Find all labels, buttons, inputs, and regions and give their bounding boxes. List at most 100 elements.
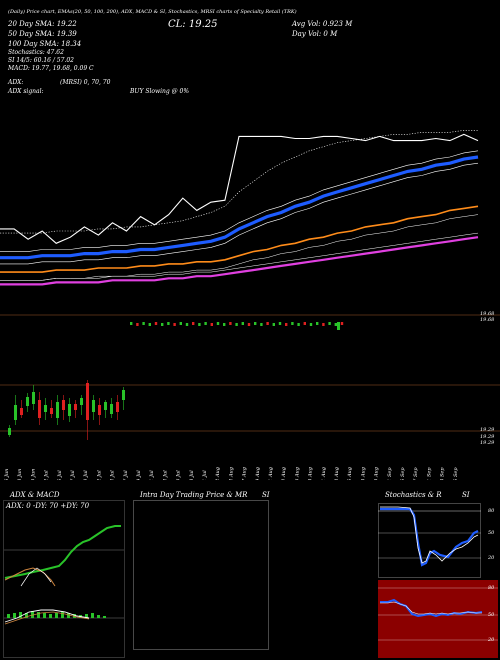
mrsi-dot xyxy=(204,322,207,325)
chart-header: (Daily) Price chart, EMAs(20, 50, 100, 2… xyxy=(8,9,297,15)
macd-histogram-bar xyxy=(97,615,100,618)
candle-body xyxy=(32,392,35,404)
date-label: 07 Jul xyxy=(70,470,76,480)
date-label: 30 Jun xyxy=(30,469,36,480)
adx-macd-panel xyxy=(3,500,125,658)
ma100-label: 100 Day SMA: 18.34 xyxy=(8,40,82,48)
candle-body xyxy=(80,398,83,405)
date-label: 04 Aug xyxy=(228,467,234,480)
mrsi-tick-80: 80 xyxy=(488,585,495,591)
date-label: 31 Jul xyxy=(202,470,208,480)
stoch-tick-20: 20 xyxy=(488,555,495,561)
price-line xyxy=(0,133,479,244)
mrsi-dot xyxy=(309,323,313,326)
ema200-upper-band xyxy=(0,232,479,281)
date-label: 14 Jul xyxy=(110,470,116,480)
mrsi-tick-20: 20 xyxy=(488,637,495,643)
mrsi-dot xyxy=(179,322,182,325)
candle-body xyxy=(20,408,23,415)
macd-histogram-bar xyxy=(61,612,64,618)
avg-volume-label: Avg Vol: 0.923 M xyxy=(292,20,353,28)
macd-histogram-bar xyxy=(91,613,94,618)
stoch-tick-50: 50 xyxy=(488,530,495,536)
mrsi-dot-tall xyxy=(337,322,340,330)
macd-histogram-bar xyxy=(67,613,70,618)
macd-histogram-bar xyxy=(7,614,10,618)
mrsi-dot xyxy=(260,323,263,326)
macd-signal-line xyxy=(4,611,90,625)
mrsi-dot xyxy=(161,323,164,326)
date-label: 07 Sep xyxy=(413,467,419,480)
mrsi-dot xyxy=(229,322,232,325)
date-label: 11 Aug xyxy=(268,467,274,480)
stoch-d-line xyxy=(380,506,479,564)
macd-histogram-bar xyxy=(31,611,34,618)
intraday-title: Intra Day Trading Price & MR xyxy=(140,491,248,499)
candle-body xyxy=(68,404,71,416)
date-label: 13 Sep xyxy=(440,467,446,480)
candle-body xyxy=(104,402,107,410)
date-label: 11 Sep xyxy=(426,467,432,480)
axis-label-top: 19.68 xyxy=(480,311,495,317)
stoch-si-title: SI xyxy=(462,491,470,499)
mrsi-dot xyxy=(223,323,226,326)
date-label: 05 Jul xyxy=(57,470,63,480)
mrsi-dot xyxy=(216,322,220,325)
adx-values: ADX: 0 -DY: 70 +DY: 70 xyxy=(6,502,90,510)
date-label: 26 Jun xyxy=(4,469,10,480)
intraday-panel xyxy=(133,500,269,650)
mrsi-dot xyxy=(136,323,139,326)
mrsi-dot xyxy=(316,322,319,325)
macd-histogram-bar xyxy=(55,613,58,618)
mrsi-dot xyxy=(192,322,195,325)
mrsi-dot xyxy=(148,323,151,326)
mrsi-dot xyxy=(285,323,288,326)
date-label: 28 Jul xyxy=(189,470,195,480)
mrsi-dot xyxy=(247,323,251,326)
mrsi-dot xyxy=(297,323,300,326)
mrsi-dot xyxy=(340,322,344,325)
mrsi-line xyxy=(380,598,483,618)
mrsi-dot xyxy=(185,323,189,326)
date-label: 18 Aug xyxy=(308,467,314,480)
stochastics-panel xyxy=(378,503,498,578)
mrsi-dot xyxy=(235,323,238,326)
date-label: 12 Jul xyxy=(96,470,102,480)
mrsi-dot xyxy=(303,322,306,325)
si-title: SI xyxy=(262,491,270,499)
date-label: 05 Sep xyxy=(400,467,406,480)
mrsi-dot xyxy=(291,322,294,325)
mrsi-dot xyxy=(210,323,213,326)
date-label: 01 Sep xyxy=(387,467,393,480)
macd-histogram-bar xyxy=(19,612,22,618)
macd-histogram-bar xyxy=(25,613,28,618)
date-label: 02 Aug xyxy=(215,467,221,480)
mrsi-dot xyxy=(173,323,176,326)
date-label: 21 Aug xyxy=(321,467,327,480)
candle-body xyxy=(44,405,47,412)
candle-body xyxy=(50,408,53,414)
stoch-title: Stochastics & R xyxy=(385,491,442,499)
candle-body xyxy=(8,428,11,435)
mrsi-panel xyxy=(378,580,498,658)
candle-body xyxy=(86,383,89,420)
date-label: 16 Aug xyxy=(294,467,300,480)
date-label: 07 Aug xyxy=(242,467,248,480)
macd-histogram-bar xyxy=(85,614,88,618)
si-label: SI 14/5: 60.16 / 57.02 xyxy=(8,57,74,64)
ema20-dotted-band xyxy=(0,130,478,234)
candle-body xyxy=(62,400,65,410)
macd-histogram-bar xyxy=(13,613,16,618)
adx-macd-title: ADX & MACD xyxy=(10,491,60,499)
price-chart: 26 Jun 28 Jun 30 Jun 02 Jul 05 Jul 07 Jul 10 J… xyxy=(0,130,500,480)
candle-body xyxy=(122,390,125,400)
day-volume-label: Day Vol: 0 M xyxy=(292,30,338,38)
axis-label-low3: 19.29 xyxy=(480,440,495,446)
adx-line xyxy=(20,567,52,587)
date-label: 14 Aug xyxy=(281,467,287,480)
date-label: 10 Jul xyxy=(83,470,89,480)
adx-minus-line xyxy=(4,567,56,587)
mrsi-signal-line xyxy=(380,601,482,615)
axis-label-top2: 19.68 xyxy=(480,317,495,323)
mrsi-dot xyxy=(254,322,257,325)
